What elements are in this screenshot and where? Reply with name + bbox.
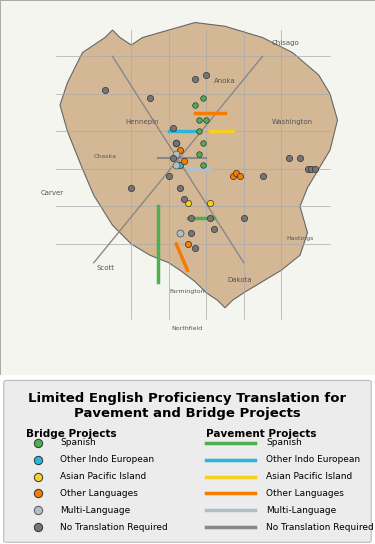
Text: Other Indo European: Other Indo European <box>60 455 154 464</box>
FancyBboxPatch shape <box>4 380 371 542</box>
Text: Multi-Language: Multi-Language <box>60 506 130 515</box>
Text: No Translation Required: No Translation Required <box>266 523 374 531</box>
Text: Asian Pacific Island: Asian Pacific Island <box>60 472 146 481</box>
Text: Washington: Washington <box>272 119 313 125</box>
Text: Northfield: Northfield <box>172 326 203 331</box>
Text: Dakota: Dakota <box>228 276 252 282</box>
Text: Limited English Proficiency Translation for
Pavement and Bridge Projects: Limited English Proficiency Translation … <box>28 392 347 420</box>
Text: Bridge Projects: Bridge Projects <box>26 429 117 440</box>
Text: Scott: Scott <box>96 265 114 271</box>
Text: Spanish: Spanish <box>266 438 302 447</box>
Text: Pavement Projects: Pavement Projects <box>206 429 317 440</box>
Text: Chaska: Chaska <box>93 153 117 159</box>
Text: Anoka: Anoka <box>214 78 236 84</box>
Text: No Translation Required: No Translation Required <box>60 523 168 531</box>
Text: Spanish: Spanish <box>60 438 96 447</box>
Text: Hennepin: Hennepin <box>126 119 159 125</box>
Text: Hastings: Hastings <box>286 236 314 241</box>
Text: Farmington: Farmington <box>170 289 206 294</box>
Text: Chisago: Chisago <box>271 40 299 46</box>
Text: Other Indo European: Other Indo European <box>266 455 360 464</box>
Polygon shape <box>60 22 338 308</box>
Text: Multi-Language: Multi-Language <box>266 506 336 515</box>
Polygon shape <box>0 0 375 375</box>
Text: Carver: Carver <box>41 190 64 196</box>
Text: Asian Pacific Island: Asian Pacific Island <box>266 472 352 481</box>
Text: Other Languages: Other Languages <box>60 489 138 498</box>
Text: Other Languages: Other Languages <box>266 489 344 498</box>
